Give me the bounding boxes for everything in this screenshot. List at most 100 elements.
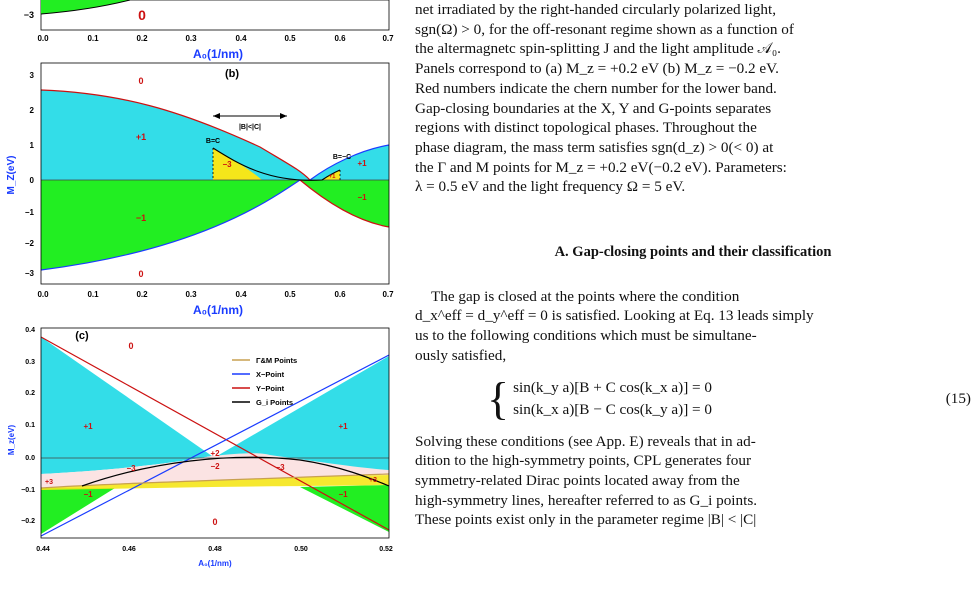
caption-line: net irradiated by the right-handed circu…	[415, 1, 776, 18]
panel-b-ytick: 0	[30, 176, 35, 185]
paragraph-line: ously satisfied,	[415, 346, 507, 364]
panel-b-chern: −3	[222, 160, 232, 169]
panel-b-chern: +1	[329, 174, 337, 180]
panel-c-chern: −3	[126, 464, 136, 473]
panel-a-xtick: 0.5	[284, 34, 296, 43]
panel-b-xtick: 0.3	[185, 290, 197, 299]
panel-b-ytick: 3	[30, 71, 35, 80]
panel-c-ytick: 0.1	[25, 422, 35, 429]
paragraph-line: dition to the high-symmetry points, CPL …	[415, 452, 752, 470]
caption-line: the altermagnetc spin-splitting J and th…	[415, 40, 781, 58]
panel-c-chern: +1	[83, 422, 93, 431]
panel-b-ytick: −3	[25, 269, 35, 278]
panel-b-xlabel: A₀(1/nm)	[193, 303, 243, 317]
panel-b-xtick: 0.4	[235, 290, 247, 299]
paragraph-1: The gap is closed at the points where th…	[415, 287, 971, 366]
panel-c-xlabel: A₀(1/nm)	[198, 559, 232, 568]
panel-a-xtick: 0.3	[185, 34, 197, 43]
panel-c: (c) Γ&M Points X−Point Y−Point G_i Point…	[7, 327, 393, 568]
panel-b-xtick: 0.5	[284, 290, 296, 299]
caption-line: the Γ and M points for M_z = +0.2 eV(−0.…	[415, 158, 787, 176]
paragraph-line: us to the following conditions which mus…	[415, 327, 757, 345]
paragraph-line: These points exist only in the parameter…	[415, 511, 757, 529]
equation-line: sin(k_y a)[B + C cos(k_x a)] = 0	[513, 378, 713, 396]
panel-c-ytick: 0.0	[25, 455, 35, 462]
panel-c-ytick: −0.2	[21, 518, 35, 525]
panel-b-chern: +1	[357, 159, 367, 168]
section-heading: A. Gap-closing points and their classifi…	[554, 244, 832, 261]
phase-diagram-figure: −3 0 0.0 0.1 0.2 0.3 0.4 0.5 0.6 0.7 A₀(…	[6, 0, 394, 568]
equation-15: { sin(k_y a)[B + C cos(k_x a)] = 0 sin(k…	[415, 372, 971, 424]
panel-b-chern: 0	[138, 269, 143, 279]
equation-number: (15)	[945, 389, 971, 407]
equation-line: sin(k_x a)[B − C cos(k_y a)] = 0	[513, 400, 713, 418]
panel-c-xtick: 0.50	[294, 546, 308, 553]
panel-a-xtick: 0.7	[382, 34, 394, 43]
caption-line: Panels correspond to (a) M_z = +0.2 eV (…	[415, 60, 779, 78]
paragraph-line: The gap is closed at the points where th…	[431, 287, 740, 305]
panel-b-arrow-label: |B|<|C|	[239, 124, 261, 131]
panel-a-xtick: 0.1	[87, 34, 99, 43]
panel-c-ytick: 0.3	[25, 359, 35, 366]
panel-a-xtick: 0.4	[235, 34, 247, 43]
caption-line: λ = 0.5 eV and the light frequency Ω = 5…	[415, 178, 686, 196]
legend-entry: X−Point	[256, 370, 285, 379]
paragraph-2: Solving these conditions (see App. E) re…	[415, 432, 971, 531]
panel-b-xtick: 0.0	[37, 290, 49, 299]
legend-entry: Y−Point	[256, 384, 285, 393]
panel-a-fragment: −3 0 0.0 0.1 0.2 0.3 0.4 0.5 0.6 0.7 A₀(…	[24, 0, 394, 61]
legend-entry: G_i Points	[256, 398, 293, 407]
panel-c-legend: Γ&M Points X−Point Y−Point G_i Points	[232, 356, 297, 407]
panel-c-xtick: 0.44	[36, 546, 50, 553]
paragraph-line: symmetry-related Dirac points located aw…	[415, 471, 740, 489]
panel-b-bc-right: B=−C	[333, 154, 351, 161]
panel-a-xlabel: A₀(1/nm)	[193, 47, 243, 61]
legend-entry: Γ&M Points	[256, 356, 297, 365]
paragraph-line: d_x^eff = d_y^eff = 0 is satisfied. Look…	[415, 307, 814, 325]
panel-b-xtick: 0.7	[382, 290, 394, 299]
panel-b-label: (b)	[225, 68, 239, 80]
panel-c-chern: −2	[210, 462, 220, 471]
equation-brace: {	[487, 372, 510, 424]
panel-a-chern-0: 0	[138, 7, 146, 23]
panel-b-ylabel: M_Z(eV)	[6, 156, 17, 195]
panel-b-chern: +1	[136, 132, 146, 142]
caption-line: regions with distinct topological phases…	[415, 119, 757, 137]
panel-c-chern: +3	[45, 479, 53, 486]
panel-b-ytick: −2	[25, 239, 35, 248]
panel-c-ytick: 0.4	[25, 327, 35, 334]
paragraph-line: Solving these conditions (see App. E) re…	[415, 432, 756, 450]
panel-b-xtick: 0.2	[136, 290, 148, 299]
panel-b-xtick: 0.1	[87, 290, 99, 299]
paragraph-line: high-symmetry lines, hereafter referred …	[415, 491, 758, 509]
panel-c-ylabel: M_z(eV)	[7, 425, 16, 456]
panel-c-chern: −1	[338, 490, 348, 499]
caption-line: Gap-closing boundaries at the X, Y and G…	[415, 99, 772, 117]
panel-c-xtick: 0.52	[379, 546, 393, 553]
panel-b: |B|<|C| B=C B=−C (b) 0 +1 −1 0 −3 +1 +1 …	[6, 62, 394, 317]
panel-b-bc-left: B=C	[206, 138, 220, 145]
caption-line: sgn(Ω) > 0, for the off-resonant regime …	[415, 20, 794, 38]
panel-c-chern: 0	[212, 517, 217, 527]
panel-a-xtick: 0.6	[334, 34, 346, 43]
panel-b-chern: 0	[138, 76, 143, 86]
panel-b-ytick: 1	[30, 141, 35, 150]
panel-b-xtick: 0.6	[334, 290, 346, 299]
panel-a-xtick: 0.2	[136, 34, 148, 43]
figure-caption: net irradiated by the right-handed circu…	[415, 0, 971, 197]
panel-a-xtick: 0.0	[37, 34, 49, 43]
caption-line: phase diagram, the mass term satisfies s…	[415, 138, 774, 156]
panel-b-chern: −1	[136, 213, 146, 223]
text-column: net irradiated by the right-handed circu…	[415, 0, 971, 530]
panel-a-ytick: −3	[24, 10, 34, 20]
panel-c-ytick: −0.1	[21, 487, 35, 494]
caption-line: Red numbers indicate the chern number fo…	[415, 79, 777, 97]
panel-b-ytick: 2	[30, 106, 35, 115]
panel-b-ytick: −1	[25, 208, 35, 217]
panel-b-chern: −1	[357, 193, 367, 202]
panel-c-chern: +3	[369, 477, 377, 484]
panel-a-xticks: 0.0 0.1 0.2 0.3 0.4 0.5 0.6 0.7	[37, 34, 394, 43]
panel-c-chern: 0	[128, 341, 133, 351]
panel-c-xtick: 0.46	[122, 546, 136, 553]
